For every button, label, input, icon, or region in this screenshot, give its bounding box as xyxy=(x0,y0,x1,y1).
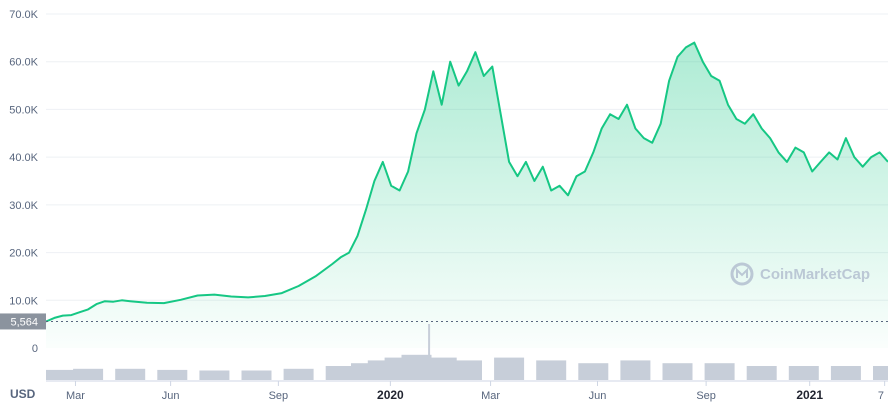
y-axis-labels: 70.0K 60.0K 50.0K 40.0K 30.0K 20.0K 10.0K 0 xyxy=(9,9,38,355)
volume-bar xyxy=(788,366,819,380)
x-tick-label: Mar xyxy=(481,390,500,402)
volume-bar xyxy=(325,366,356,380)
currency-label: USD xyxy=(10,387,36,401)
volume-bar xyxy=(873,366,888,380)
y-tick-label: 40.0K xyxy=(9,152,38,164)
x-tick-label: 2020 xyxy=(377,388,404,402)
y-tick-label: 10.0K xyxy=(9,295,38,307)
volume-bar xyxy=(536,360,567,380)
volume-bar xyxy=(704,363,735,380)
volume-bar xyxy=(426,357,457,380)
start-price-label: 5,564 xyxy=(10,316,38,328)
volume-bar xyxy=(578,363,609,380)
x-tick-label: 2021 xyxy=(796,388,823,402)
y-tick-label: 60.0K xyxy=(9,57,38,69)
x-axis-labels: Mar Jun Sep 2020 Mar Jun Sep 2021 7 xyxy=(66,381,886,402)
volume-bar xyxy=(283,368,314,380)
volume-bar xyxy=(452,360,482,380)
volume-bar xyxy=(428,324,431,380)
volume-bar xyxy=(494,357,525,380)
volume-bar xyxy=(157,369,188,380)
volume-bar xyxy=(662,363,693,380)
x-tick-label: Sep xyxy=(696,390,716,402)
volume-bars xyxy=(46,324,888,380)
volume-bar xyxy=(115,368,146,380)
x-tick-label: Mar xyxy=(66,390,85,402)
volume-bar xyxy=(241,370,272,380)
volume-bar xyxy=(199,370,230,380)
x-tick-label: Jun xyxy=(589,390,607,402)
coinmarketcap-logo-icon xyxy=(730,262,754,286)
y-tick-label: 50.0K xyxy=(9,104,38,116)
x-tick-label: 7 xyxy=(878,390,884,402)
y-tick-label: 30.0K xyxy=(9,200,38,212)
volume-bar xyxy=(401,354,432,380)
volume-bar xyxy=(73,368,104,380)
volume-bar xyxy=(746,366,777,380)
price-area-fill xyxy=(46,42,888,348)
watermark-text: CoinMarketCap xyxy=(760,266,870,283)
watermark: CoinMarketCap xyxy=(730,262,870,286)
price-series-line xyxy=(45,41,888,323)
x-tick-label: Sep xyxy=(269,390,289,402)
start-price-badge xyxy=(0,313,46,330)
y-tick-label: 20.0K xyxy=(9,248,38,260)
volume-bar xyxy=(830,366,861,380)
volume-bar xyxy=(46,369,76,380)
y-tick-label: 70.0K xyxy=(9,9,38,21)
y-tick-label: 0 xyxy=(32,343,38,355)
x-tick-label: Jun xyxy=(162,390,180,402)
volume-bar xyxy=(620,360,651,380)
